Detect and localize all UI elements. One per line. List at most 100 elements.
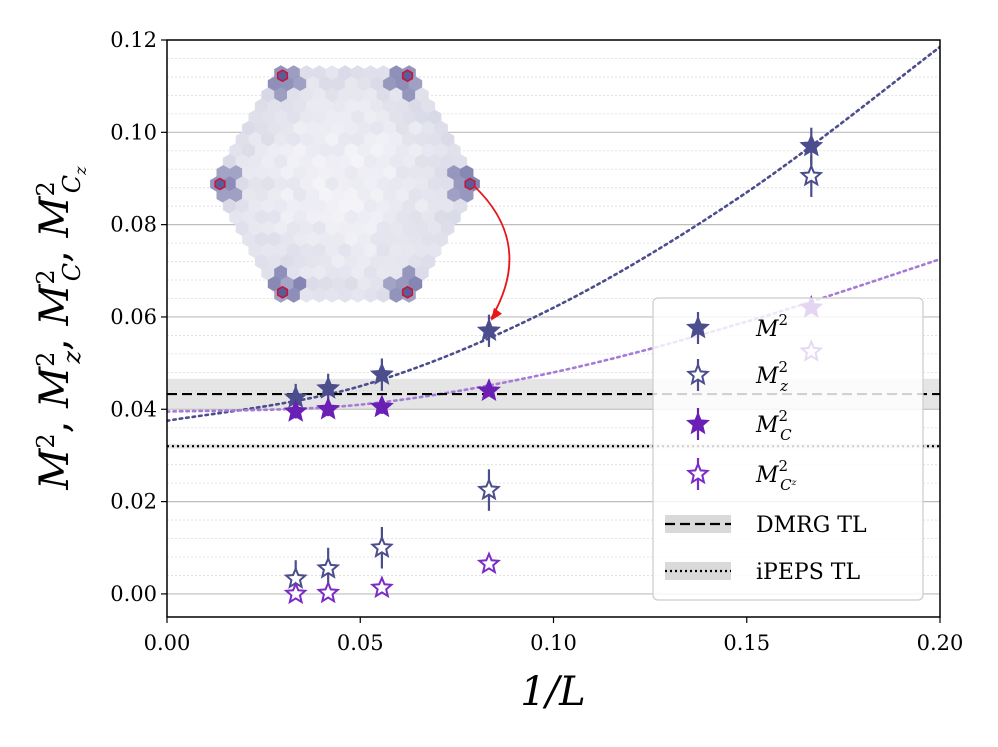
inset-cell (261, 109, 275, 126)
inset-cell (331, 231, 346, 248)
legend-marker (686, 362, 710, 386)
inset-cell (363, 109, 378, 126)
inset-cell (383, 231, 397, 248)
inset-cell (254, 253, 269, 270)
inset-cell (351, 131, 365, 148)
inset-cell (248, 154, 262, 170)
inset-cell (319, 98, 333, 115)
inset-cell (338, 65, 352, 81)
inset-cell (287, 154, 301, 170)
inset-cell (351, 198, 365, 214)
inset-cell (415, 265, 429, 281)
inset-cell (344, 231, 359, 248)
inset-site (401, 285, 414, 299)
inset-cell (338, 198, 352, 214)
inset-cell (357, 209, 371, 226)
inset-cell (274, 87, 288, 103)
inset-cell (235, 176, 250, 192)
inset-cell (440, 198, 455, 214)
inset-cell (331, 120, 346, 137)
inset-cell (280, 187, 295, 203)
inset-cell (280, 231, 295, 248)
inset-cell (389, 176, 403, 192)
inset-cell (415, 131, 429, 148)
legend-label: DMRG TL (756, 513, 867, 538)
inset-site (276, 69, 289, 83)
inset-cell (370, 120, 384, 137)
inset-cell (306, 120, 320, 137)
inset-cell (312, 154, 327, 170)
inset-cell (312, 242, 327, 259)
inset-cell (338, 220, 352, 237)
inset-cell (440, 176, 455, 192)
inset-cell (242, 165, 256, 181)
inset-cell (389, 220, 403, 237)
inset-cell (370, 187, 384, 203)
inset-cell (421, 253, 436, 270)
inset-cell (274, 220, 288, 237)
data-point (316, 396, 341, 420)
inset-cell (434, 120, 448, 137)
inset-cell (242, 187, 256, 203)
inset-cell (331, 209, 346, 226)
inset-cell (229, 142, 243, 159)
inset-cell (344, 253, 359, 270)
inset-cell (312, 176, 327, 192)
inset-cell (402, 220, 416, 237)
inset-cell (312, 265, 327, 281)
inset-cell (376, 287, 391, 303)
inset-cell (383, 98, 397, 115)
inset-cell (331, 142, 346, 159)
inset-cell (216, 187, 230, 203)
inset-cell (383, 276, 397, 292)
inset-cell (351, 265, 365, 281)
inset-cell (402, 109, 416, 126)
inset-cell (395, 231, 410, 248)
inset-cell (357, 142, 371, 159)
inset-cell (267, 120, 282, 137)
inset-cell (357, 120, 371, 137)
inset-cell (428, 220, 442, 237)
legend-label: M2 Cᶻ (755, 457, 798, 494)
inset-cell (293, 120, 307, 137)
inset-cell (254, 209, 269, 226)
data-points (283, 127, 824, 605)
inset-cell (415, 242, 429, 259)
inset-cell (267, 76, 282, 92)
data-point (799, 133, 824, 157)
inset-cell (421, 209, 436, 226)
inset-cell (235, 154, 250, 170)
inset-cell (338, 242, 352, 259)
inset-cell (306, 165, 320, 181)
inset-cell (325, 65, 339, 81)
inset-cell (351, 65, 365, 81)
inset-cell (338, 87, 352, 103)
inset-cell (370, 142, 384, 159)
inset-cell (408, 76, 423, 92)
fit-curve (167, 257, 940, 413)
inset-cell (357, 231, 371, 248)
inset-cell (351, 220, 365, 237)
inset-cell (287, 198, 301, 214)
inset-cell (460, 165, 474, 181)
inset-cell (383, 142, 397, 159)
inset-site (276, 285, 289, 299)
inset-site (464, 177, 476, 191)
inset-cell (338, 265, 352, 281)
inset-cell (376, 242, 391, 259)
inset-cell (395, 98, 410, 115)
inset-cell (351, 176, 365, 192)
inset-cell (338, 109, 352, 126)
inset-cell (287, 220, 301, 237)
inset-cell (447, 187, 461, 203)
inset-cell (440, 220, 455, 237)
data-point (476, 551, 502, 575)
inset-cell (351, 109, 365, 126)
inset-cell (357, 76, 371, 92)
inset-cell (280, 142, 295, 159)
inset-cell (280, 120, 295, 137)
inset-cell (306, 276, 320, 292)
inset-cell (383, 209, 397, 226)
inset-cell (338, 176, 352, 192)
inset-cell (267, 231, 282, 248)
